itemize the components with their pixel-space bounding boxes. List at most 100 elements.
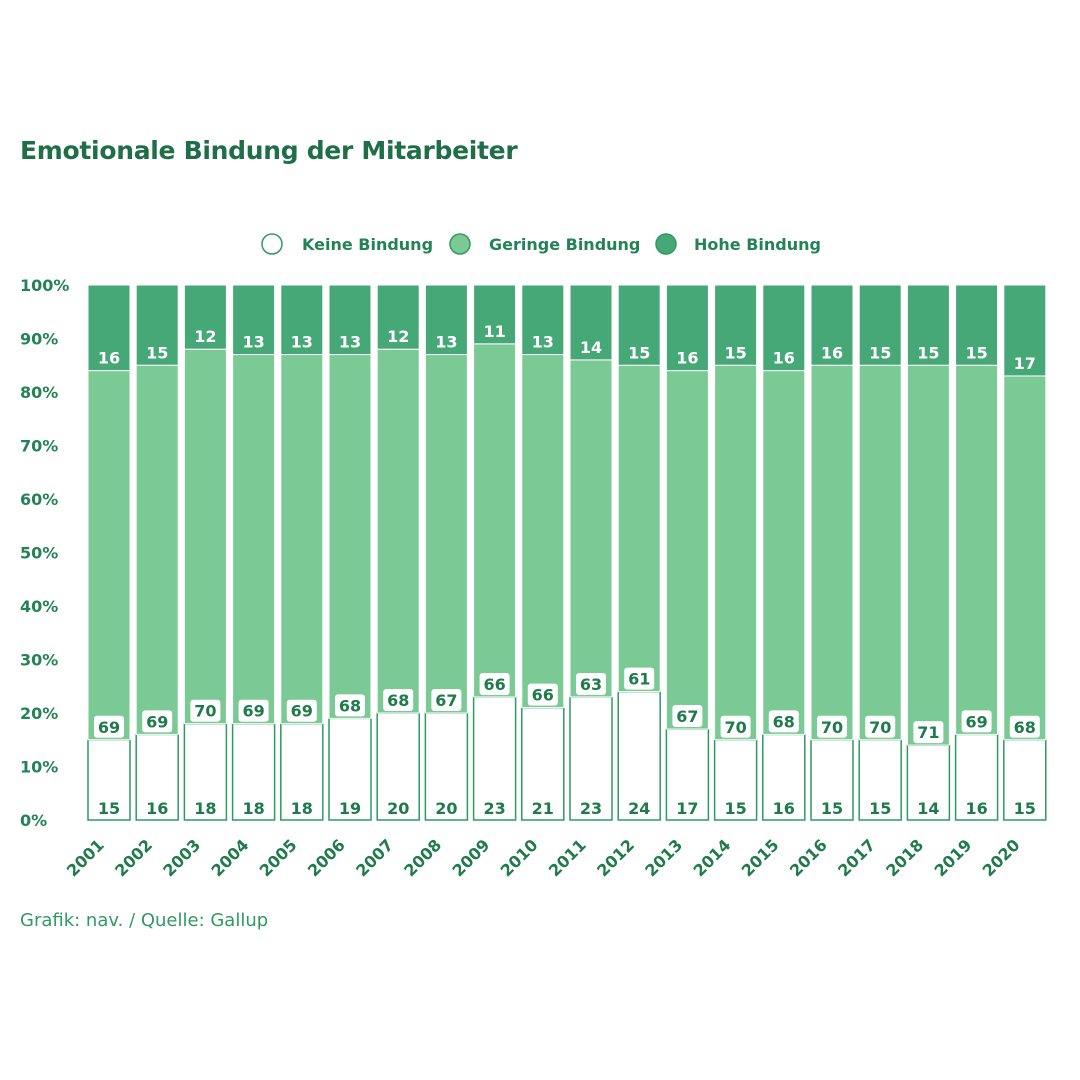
value-label-geringe: 69 <box>965 712 987 731</box>
value-tag-geringe <box>576 672 606 695</box>
bar-geringe-bindung <box>424 354 468 714</box>
y-tick-label: 70% <box>20 437 58 456</box>
value-label-keine: 20 <box>435 799 457 818</box>
value-label-hohe: 12 <box>387 327 409 346</box>
value-label-hohe: 17 <box>1014 354 1036 373</box>
value-label-geringe: 68 <box>1014 718 1036 737</box>
bar-keine-bindung <box>858 739 902 821</box>
bar-geringe-bindung <box>665 370 709 730</box>
legend-label: Hohe Bindung <box>694 235 821 254</box>
bar-hohe-bindung <box>1003 284 1047 377</box>
bar-keine-bindung <box>665 728 710 821</box>
value-label-hohe: 16 <box>676 349 698 368</box>
value-label-hohe: 14 <box>580 338 602 357</box>
bar-hohe-bindung <box>183 284 227 350</box>
bar-geringe-bindung <box>87 370 131 741</box>
value-tag-geringe <box>527 683 558 706</box>
value-tag-geringe <box>624 667 655 690</box>
bar-geringe-bindung <box>810 364 854 741</box>
value-label-geringe: 69 <box>98 718 120 737</box>
bar-hohe-bindung <box>714 284 758 366</box>
bar-geringe-bindung <box>955 364 999 735</box>
bar-keine-bindung <box>713 739 758 821</box>
value-label-keine: 18 <box>194 799 216 818</box>
value-label-keine: 23 <box>483 799 505 818</box>
value-label-geringe: 63 <box>580 675 602 694</box>
y-tick-label: 100% <box>20 276 69 295</box>
value-label-keine: 15 <box>98 799 120 818</box>
value-tag-geringe <box>768 710 799 733</box>
value-label-keine: 19 <box>339 799 361 818</box>
value-label-hohe: 11 <box>483 322 505 341</box>
value-tag-geringe <box>720 715 751 738</box>
legend-label: Keine Bindung <box>302 235 433 254</box>
value-label-geringe: 69 <box>242 702 264 721</box>
bar-geringe-bindung <box>183 348 227 725</box>
bar-keine-bindung <box>569 696 613 821</box>
x-tick-label: 2009 <box>449 835 494 880</box>
legend-label: Geringe Bindung <box>489 235 640 254</box>
legend-swatch <box>655 233 677 255</box>
bar-geringe-bindung <box>858 364 902 741</box>
value-label-hohe: 13 <box>291 333 313 352</box>
value-label-hohe: 16 <box>821 343 843 362</box>
value-tag-geringe <box>142 710 173 733</box>
value-label-keine: 21 <box>532 799 554 818</box>
value-tag-geringe <box>913 721 944 744</box>
value-tag-geringe <box>94 715 124 738</box>
bar-keine-bindung <box>810 739 854 821</box>
value-label-keine: 18 <box>291 799 313 818</box>
legend-swatch <box>261 233 283 255</box>
value-label-geringe: 71 <box>917 723 939 742</box>
bar-keine-bindung <box>280 722 324 821</box>
value-tag-geringe <box>238 699 269 722</box>
bar-keine-bindung <box>183 722 228 821</box>
bar-keine-bindung <box>231 722 276 821</box>
value-label-keine: 16 <box>965 799 987 818</box>
value-label-hohe: 15 <box>917 343 939 362</box>
value-label-geringe: 68 <box>387 691 409 710</box>
bar-keine-bindung <box>954 733 999 821</box>
bar-geringe-bindung <box>473 343 517 698</box>
bar-hohe-bindung <box>665 284 709 372</box>
value-label-keine: 16 <box>773 799 795 818</box>
bar-geringe-bindung <box>1003 375 1047 741</box>
value-label-keine: 17 <box>676 799 698 818</box>
value-label-keine: 15 <box>1014 799 1036 818</box>
value-label-hohe: 15 <box>869 343 891 362</box>
value-tag-geringe <box>383 689 414 711</box>
bar-hohe-bindung <box>906 284 950 366</box>
x-tick-label: 2013 <box>641 835 686 880</box>
bar-geringe-bindung <box>569 359 613 698</box>
value-label-geringe: 66 <box>483 675 505 694</box>
value-tag-geringe <box>817 715 847 738</box>
bar-hohe-bindung <box>810 284 854 366</box>
chart-title: Emotionale Bindung der Mitarbeiter <box>20 136 518 165</box>
bar-hohe-bindung <box>955 284 999 366</box>
value-tag-geringe <box>431 689 462 711</box>
bar-geringe-bindung <box>135 364 179 735</box>
source-note: Grafik: nav. / Quelle: Gallup <box>20 910 269 931</box>
x-tick-label: 2017 <box>834 835 879 880</box>
value-label-geringe: 61 <box>628 670 650 689</box>
value-label-keine: 23 <box>580 799 602 818</box>
value-label-hohe: 15 <box>146 343 168 362</box>
value-tag-geringe <box>672 705 703 728</box>
value-tag-geringe <box>865 715 896 738</box>
bar-hohe-bindung <box>135 284 179 366</box>
bar-geringe-bindung <box>232 354 276 725</box>
value-tag-geringe <box>286 699 317 722</box>
bar-geringe-bindung <box>762 370 806 735</box>
value-tag-geringe <box>335 694 365 717</box>
y-tick-label: 20% <box>20 704 58 723</box>
bar-hohe-bindung <box>858 284 902 366</box>
value-label-hohe: 13 <box>242 333 264 352</box>
bar-hohe-bindung <box>376 284 420 350</box>
legend-swatch <box>449 233 471 255</box>
value-label-keine: 15 <box>869 799 891 818</box>
bar-hohe-bindung <box>87 284 131 372</box>
value-label-keine: 14 <box>917 799 939 818</box>
value-label-hohe: 15 <box>628 343 650 362</box>
y-tick-label: 90% <box>20 330 58 349</box>
value-tag-geringe <box>190 699 221 722</box>
